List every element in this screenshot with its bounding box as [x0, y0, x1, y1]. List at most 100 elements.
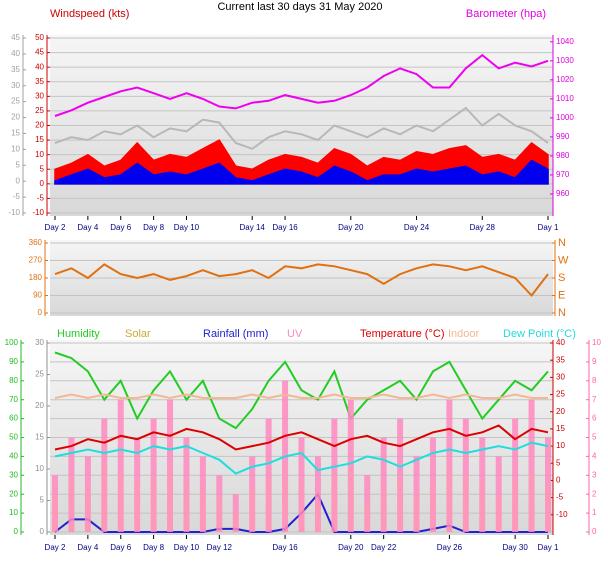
bar: [413, 456, 420, 532]
bar: [479, 437, 486, 532]
y-axis-label: Windspeed (kts): [50, 8, 129, 20]
bar: [134, 437, 141, 532]
bar: [249, 456, 256, 532]
series-line: [54, 424, 549, 451]
y-tick-label: -5: [37, 194, 45, 203]
bar: [528, 399, 535, 532]
legend-entry: Rainfall (mm): [203, 328, 268, 340]
y-tick-label: 0: [16, 176, 21, 185]
bar: [265, 418, 272, 532]
x-tick-label: Day 2: [45, 223, 66, 232]
y-tick-label: -5: [13, 192, 21, 201]
y-tick-label: 10: [556, 441, 565, 450]
bar: [364, 475, 371, 532]
y-tick-label: 0: [592, 527, 597, 536]
y-tick-label: 4: [592, 452, 597, 461]
y-tick-label: -10: [8, 208, 20, 217]
y-tick-label: 10: [35, 150, 44, 159]
y-tick-label: N: [558, 307, 566, 319]
series-line: [54, 351, 549, 430]
y-tick-label: 15: [35, 135, 44, 144]
x-tick-label: Day 10: [174, 543, 200, 552]
y-tick-label: 60: [9, 414, 18, 423]
y-tick-label: 20: [35, 121, 44, 130]
bar: [68, 437, 75, 532]
y-tick-label: 10: [592, 338, 601, 347]
x-tick-label: Day 30: [502, 543, 528, 552]
bar: [397, 418, 404, 532]
x-tick-label: Day 28: [470, 223, 496, 232]
series-line: [54, 106, 549, 150]
y-tick-label: 45: [35, 48, 44, 57]
bar: [347, 399, 354, 532]
legend-entry: Dew Point (°C): [503, 328, 576, 340]
series-line: [54, 263, 549, 298]
y-tick-label: 30: [35, 338, 44, 347]
bar: [512, 418, 519, 532]
y-tick-label: 15: [556, 424, 565, 433]
y-tick-label: 90: [33, 291, 42, 300]
y-tick-label: 25: [35, 370, 44, 379]
bar: [167, 399, 174, 532]
x-tick-label: Day 1: [538, 543, 559, 552]
y-tick-label: S: [558, 272, 565, 284]
y-tick-label: 180: [29, 273, 43, 282]
y-tick-label: 9: [592, 357, 597, 366]
legend-entry: Humidity: [57, 328, 100, 340]
bar: [495, 456, 502, 532]
bar: [331, 418, 338, 532]
chart-title: Current last 30 days 31 May 2020: [217, 1, 382, 13]
y-tick-label: 5: [556, 458, 561, 467]
series-line: [54, 53, 549, 117]
y-tick-label: 15: [11, 129, 20, 138]
y-tick-label: 960: [556, 189, 570, 198]
y-tick-label: 0: [40, 527, 45, 536]
y-tick-label: -10: [556, 510, 568, 519]
y-tick-label: 35: [35, 77, 44, 86]
y-tick-label: 5: [40, 496, 45, 505]
y-tick-label: 1030: [556, 56, 574, 65]
series-line: [54, 393, 548, 400]
bar: [84, 456, 91, 532]
x-tick-label: Day 6: [110, 543, 131, 552]
y-tick-label: 8: [592, 376, 597, 385]
x-tick-label: Day 4: [77, 223, 98, 232]
y-tick-label: 270: [29, 256, 43, 265]
y-tick-label: 45: [11, 33, 20, 42]
y-tick-label: 25: [35, 106, 44, 115]
y-tick-label: 10: [11, 144, 20, 153]
y-tick-label: 30: [11, 81, 20, 90]
y-tick-label: 50: [9, 433, 18, 442]
bar: [183, 437, 190, 532]
y2-axis-label: Barometer (hpa): [466, 8, 546, 20]
y-tick-label: 70: [9, 395, 18, 404]
y-tick-label: 50: [35, 33, 44, 42]
y-tick-label: 40: [556, 338, 565, 347]
y-tick-label: 20: [9, 489, 18, 498]
bar: [232, 494, 239, 532]
y-tick-label: 6: [592, 414, 597, 423]
y-tick-label: 1000: [556, 113, 574, 122]
series-area: [54, 159, 549, 185]
y-tick-label: 20: [11, 113, 20, 122]
y-tick-label: 2: [592, 489, 597, 498]
y-tick-label: 7: [592, 395, 597, 404]
bar: [429, 437, 436, 532]
y-tick-label: 0: [40, 179, 45, 188]
y-tick-label: 5: [40, 164, 45, 173]
legend-entry: Indoor: [448, 328, 480, 340]
y-tick-label: 25: [11, 97, 20, 106]
y-tick-label: 40: [9, 452, 18, 461]
y-tick-label: 990: [556, 132, 570, 141]
y-tick-label: 0: [38, 308, 43, 317]
bar: [545, 437, 551, 532]
bar: [101, 418, 108, 532]
x-tick-label: Day 16: [272, 223, 298, 232]
x-tick-label: Day 8: [143, 223, 164, 232]
x-tick-label: Day 2: [45, 543, 66, 552]
y-tick-label: 1010: [556, 94, 574, 103]
y-tick-label: 5: [592, 433, 597, 442]
y-tick-label: 20: [556, 407, 565, 416]
y-tick-label: E: [558, 289, 565, 301]
